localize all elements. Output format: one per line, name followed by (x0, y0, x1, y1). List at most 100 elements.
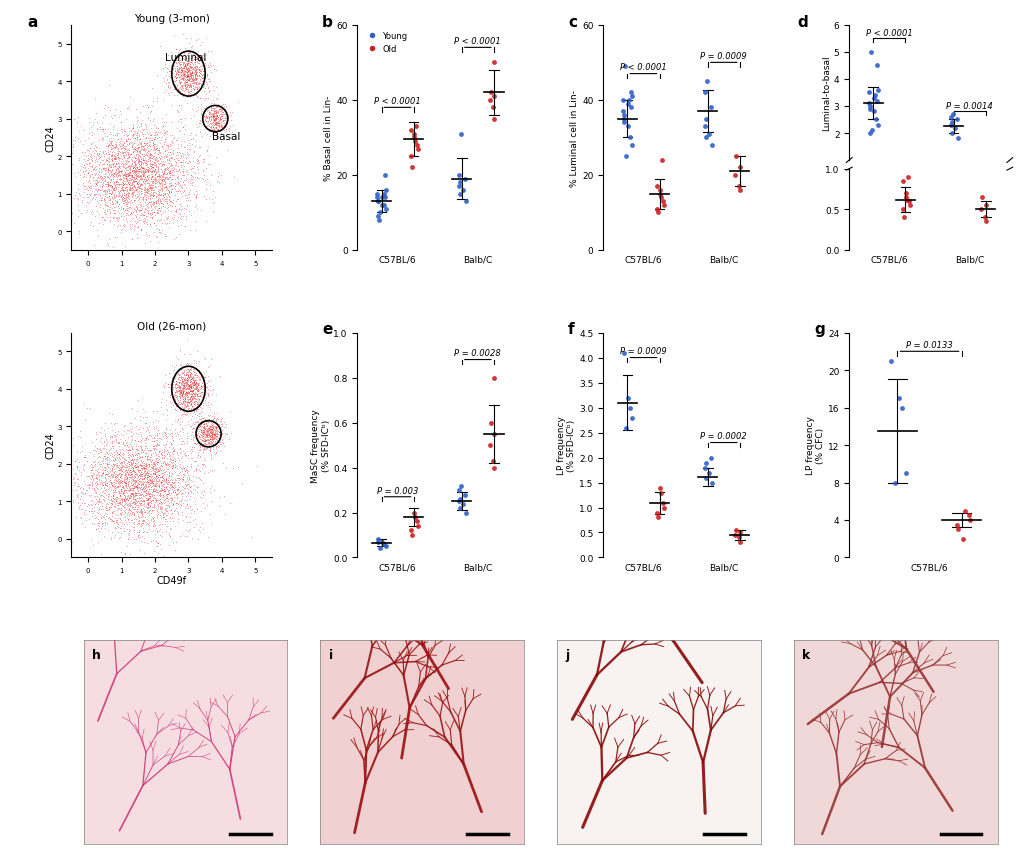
Point (184, 79, 201, 93)
Point (133, 165, 150, 179)
Point (113, 462, 129, 476)
Point (130, 180, 147, 194)
Point (209, 125, 225, 139)
Point (73, 503, 90, 517)
Point (189, 153, 205, 167)
Point (165, 162, 181, 176)
Point (145, 196, 161, 210)
Point (162, 386, 178, 400)
Point (127, 165, 144, 179)
Point (107, 191, 123, 205)
Point (185, 401, 202, 415)
Point (181, 76, 198, 90)
Point (210, 107, 226, 121)
Point (99, 453, 115, 467)
Point (99, 435, 115, 449)
Point (133, 507, 150, 521)
Point (175, 394, 192, 408)
Point (122, 506, 139, 520)
Point (185, 374, 202, 387)
Point (201, 75, 217, 89)
Point (185, 63, 202, 77)
Point (152, 445, 168, 459)
Point (178, 55, 195, 69)
Point (211, 103, 227, 117)
Point (187, 455, 204, 468)
Point (138, 228, 154, 242)
Point (97, 479, 113, 492)
Point (207, 428, 223, 442)
Point (84, 498, 100, 511)
Point (177, 489, 194, 503)
Point (149, 536, 165, 550)
Point (142, 129, 158, 143)
Point (192, 406, 208, 420)
Point (128, 459, 145, 473)
Point (125, 487, 142, 501)
Point (144, 551, 160, 565)
Point (157, 176, 173, 189)
Point (122, 174, 139, 188)
Point (140, 475, 156, 489)
Point (203, 480, 219, 493)
Point (161, 479, 177, 492)
Point (104, 146, 120, 159)
Point (99, 468, 115, 481)
Point (186, 377, 203, 391)
Point (116, 489, 132, 503)
Point (105, 435, 121, 449)
Point (187, 63, 204, 77)
Point (162, 177, 178, 191)
Point (126, 152, 143, 165)
Point (193, 380, 209, 393)
Point (98, 483, 114, 497)
Point (146, 545, 162, 559)
Point (179, 387, 196, 400)
Point (195, 397, 211, 411)
Point (184, 103, 201, 117)
Point (200, 422, 216, 436)
Point (92, 199, 108, 213)
Point (119, 473, 136, 486)
Point (128, 183, 145, 197)
Point (129, 485, 146, 499)
Point (95, 479, 111, 492)
Point (119, 513, 136, 527)
Point (139, 497, 155, 511)
Point (175, 381, 192, 395)
Point (176, 418, 193, 432)
Point (176, 376, 193, 390)
Point (127, 496, 144, 510)
Point (185, 405, 202, 418)
Point (201, 429, 217, 443)
Point (182, 380, 199, 393)
Point (180, 390, 197, 404)
Point (189, 78, 205, 92)
Point (132, 535, 149, 548)
Point (203, 436, 219, 449)
Point (197, 414, 213, 428)
Point (65, 471, 82, 485)
Point (200, 45, 216, 59)
Point (164, 216, 180, 230)
Point (61, 180, 77, 194)
Point (136, 461, 152, 474)
Point (123, 506, 140, 520)
Point (182, 46, 199, 59)
Point (190, 84, 206, 98)
Point (211, 111, 227, 125)
Point (154, 175, 170, 189)
Point (162, 477, 178, 491)
Point (194, 492, 210, 505)
Point (133, 458, 150, 472)
Point (195, 383, 211, 397)
Point (186, 381, 203, 395)
Point (174, 82, 191, 96)
Point (173, 61, 190, 75)
Point (167, 69, 183, 83)
Point (182, 46, 199, 59)
Point (218, 144, 234, 158)
Point (127, 204, 144, 218)
Point (131, 163, 148, 177)
Point (167, 158, 183, 172)
